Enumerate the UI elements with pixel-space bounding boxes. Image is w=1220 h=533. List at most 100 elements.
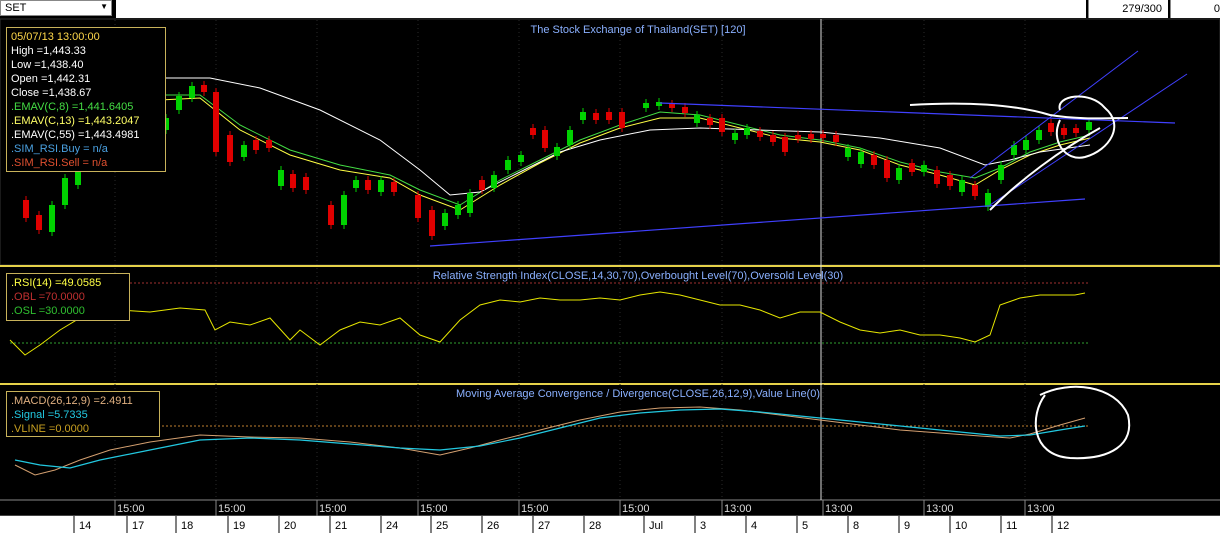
candle-body	[795, 135, 801, 139]
candle-body	[782, 137, 788, 152]
candle-body	[1011, 145, 1017, 155]
info-rsi-buy: .SIM_RSI.Buy = n/a	[11, 143, 108, 155]
day-label: 28	[589, 520, 601, 532]
candle-body	[669, 104, 675, 108]
signal-series-line	[14, 408, 1086, 469]
candle-body	[884, 160, 890, 178]
ema8-line	[9, 97, 1091, 211]
day-label: 11	[1006, 520, 1017, 532]
candle-body	[985, 193, 991, 207]
candle-body	[719, 118, 725, 132]
candle-body	[808, 134, 814, 139]
candle-body	[328, 205, 334, 225]
day-label: 20	[284, 520, 296, 532]
info-ema13: .EMAV(C,13) =1,443.2047	[11, 115, 140, 127]
annotation-circle-macd	[1034, 385, 1131, 460]
candle-body	[845, 148, 851, 157]
price-info-box: 05/07/13 13:00:00 High =1,443.33 Low =1,…	[6, 27, 166, 172]
rsi-line	[9, 291, 1086, 356]
toolbar: SET ▼ 279/300 0	[0, 0, 1220, 19]
ema55-line	[9, 77, 1091, 196]
candle-body	[871, 155, 877, 165]
candle-body	[1023, 140, 1029, 150]
candle-body	[491, 175, 497, 188]
hour-label: 15:00	[117, 503, 145, 515]
day-label: 14	[79, 520, 91, 532]
candle-body	[49, 205, 55, 232]
info-ema55: .EMAV(C,55) =1,443.4981	[11, 129, 140, 141]
candle-body	[442, 213, 448, 226]
candle-body	[707, 118, 713, 125]
hour-label: 15:00	[420, 503, 448, 515]
candle-body	[580, 112, 586, 120]
candle-body	[266, 140, 272, 148]
candle-body	[833, 135, 839, 142]
candle-body	[36, 215, 42, 230]
hour-label: 13:00	[724, 503, 752, 515]
candle-body	[909, 163, 915, 172]
page-counter: 279/300	[1088, 0, 1168, 18]
info-rsi: .RSI(14) =49.0585	[11, 277, 102, 289]
candle-body	[947, 175, 953, 186]
toolbar-field[interactable]	[116, 0, 1086, 18]
hour-label: 13:00	[825, 503, 853, 515]
symbol-select[interactable]: SET ▼	[0, 0, 112, 16]
annotation-circle-price	[1055, 95, 1116, 159]
candle-body	[278, 170, 284, 186]
macd-info-box: .MACD(26,12,9) =2.4911 .Signal =5.7335 .…	[6, 391, 160, 437]
candle-body	[365, 180, 371, 190]
candle-body	[189, 86, 195, 98]
candles	[23, 81, 1092, 240]
candle-body	[455, 205, 461, 215]
candle-body	[606, 112, 612, 120]
right-value: 0	[1213, 3, 1220, 15]
day-label: 12	[1057, 520, 1069, 532]
annotation-stroke-2	[989, 127, 1101, 211]
info-high: High =1,443.33	[11, 45, 86, 57]
candle-body	[253, 140, 259, 150]
candle-body	[176, 96, 182, 110]
candle-body	[341, 195, 347, 225]
trendline-resistance	[659, 102, 1176, 124]
candle-body	[530, 128, 536, 135]
triangle-down-icon[interactable]: ▼	[100, 2, 108, 11]
channel-lower	[989, 73, 1188, 206]
candle-body	[820, 134, 826, 138]
candle-body	[744, 128, 750, 135]
info-vline: .VLINE =0.0000	[11, 423, 89, 435]
hour-label: 15:00	[319, 503, 347, 515]
candle-body	[163, 118, 169, 130]
day-label: 3	[700, 520, 706, 532]
info-signal: .Signal =5.7335	[11, 409, 88, 421]
day-label: 27	[538, 520, 550, 532]
macd-panel-title: Moving Average Convergence / Divergence(…	[456, 388, 820, 400]
candle-body	[213, 92, 219, 152]
candle-body	[757, 131, 763, 137]
hour-label: 13:00	[1027, 503, 1055, 515]
candle-body	[959, 180, 965, 192]
candle-body	[858, 152, 864, 164]
info-open: Open =1,442.31	[11, 73, 91, 85]
price-panel	[0, 18, 1220, 266]
time-axis: 15:00 15:00 15:00 15:00 15:00 15:00 13:00 13:00…	[73, 500, 1069, 533]
candle-body	[896, 168, 902, 180]
candle-body	[1073, 128, 1079, 133]
candle-body	[479, 180, 485, 190]
rsi-series-line	[9, 291, 1086, 356]
candle-body	[732, 133, 738, 140]
candle-body	[378, 180, 384, 192]
candle-body	[682, 107, 688, 113]
vertical-gridlines	[114, 20, 1026, 500]
candle-body	[1061, 128, 1067, 135]
candle-body	[1086, 122, 1092, 130]
rsi-panel-title: Relative Strength Index(CLOSE,14,30,70),…	[433, 270, 843, 282]
candle-body	[290, 174, 296, 188]
candle-body	[391, 182, 397, 192]
day-label: 25	[436, 520, 448, 532]
candle-body	[75, 170, 81, 185]
day-label: 17	[132, 520, 144, 532]
day-label: Jul	[649, 520, 663, 532]
candle-body	[770, 135, 776, 142]
day-label: 5	[802, 520, 808, 532]
